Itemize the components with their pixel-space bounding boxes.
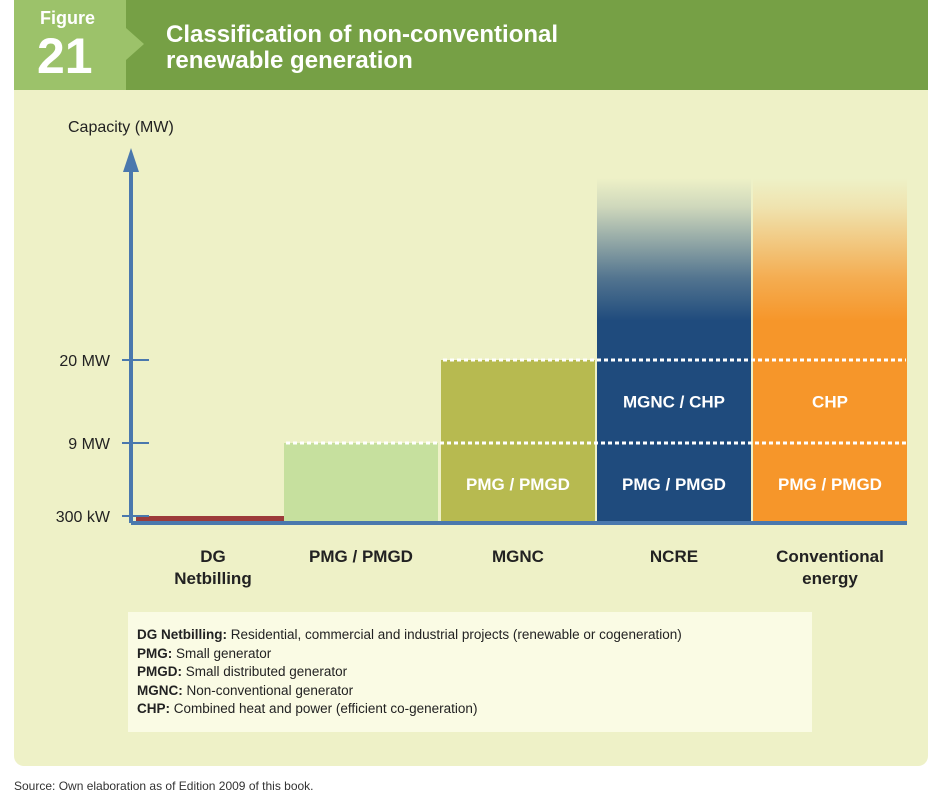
chart-title-line-2: renewable generation <box>166 47 413 74</box>
bar <box>136 516 290 523</box>
legend-item: MGNC: Non-conventional generator <box>137 682 812 701</box>
legend-item: CHP: Combined heat and power (efficient … <box>137 700 812 719</box>
x-category-label: NCRE <box>650 547 698 566</box>
bar-segment-label: PMG / PMGD <box>622 475 726 494</box>
chart-title-line-1: Classification of non-conventional <box>166 21 559 48</box>
bar-fade <box>597 178 751 321</box>
x-category-label: Conventional <box>776 547 884 566</box>
y-axis-arrow-icon <box>123 148 139 172</box>
legend-term: DG Netbilling: <box>137 627 227 642</box>
x-category-label: DG <box>200 547 226 566</box>
source-note: Source: Own elaboration as of Edition 20… <box>14 779 314 793</box>
legend-term: MGNC: <box>137 682 183 698</box>
legend-definition: Combined heat and power (efficient co-ge… <box>170 701 478 716</box>
chart: PMG / PMGD PMG / PMGD MGNC / CHP PMG / PMGD… <box>56 119 907 588</box>
bar-segment-label: PMG / PMGD <box>466 475 570 494</box>
legend-item: PMGD: Small distributed generator <box>137 663 812 682</box>
chart-title: Classification of non-conventional renew… <box>166 22 558 74</box>
legend-term: PMGD: <box>137 664 182 679</box>
legend-item: DG Netbilling: Residential, commercial a… <box>137 626 812 645</box>
figure-number: 21 <box>37 28 93 84</box>
legend-definition: Residential, commercial and industrial p… <box>227 627 682 642</box>
figure-arrow-icon <box>126 28 144 60</box>
legend-definition: Small generator <box>172 645 272 661</box>
legend-box: DG Netbilling: Residential, commercial a… <box>128 612 812 732</box>
legend-definition: Small distributed generator <box>182 664 348 679</box>
x-category-label: PMG / PMGD <box>309 547 413 566</box>
bar <box>753 320 907 523</box>
bar <box>284 443 438 523</box>
y-axis-label: Capacity (MW) <box>68 119 174 136</box>
legend-item: PMG: Small generator <box>137 645 812 664</box>
x-category-label: Netbilling <box>174 569 251 588</box>
bar-segment-label: PMG / PMGD <box>778 475 882 494</box>
legend-term: PMG: <box>137 645 173 661</box>
legend-term: CHP: <box>137 701 170 716</box>
y-tick-label: 20 MW <box>59 353 111 370</box>
figure-header <box>14 0 928 90</box>
figure-number-box <box>14 0 126 90</box>
x-category-label: energy <box>802 569 858 588</box>
figure-label: Figure <box>40 8 96 28</box>
y-tick-label: 300 kW <box>56 509 111 526</box>
legend-definition: Non-conventional generator <box>182 682 354 698</box>
bar-segment-label: CHP <box>812 393 848 412</box>
bar-fade <box>753 178 907 321</box>
bar <box>597 320 751 523</box>
x-category-label: MGNC <box>492 547 544 566</box>
bar-segment-label: MGNC / CHP <box>623 393 725 412</box>
y-tick-label: 9 MW <box>68 436 111 453</box>
